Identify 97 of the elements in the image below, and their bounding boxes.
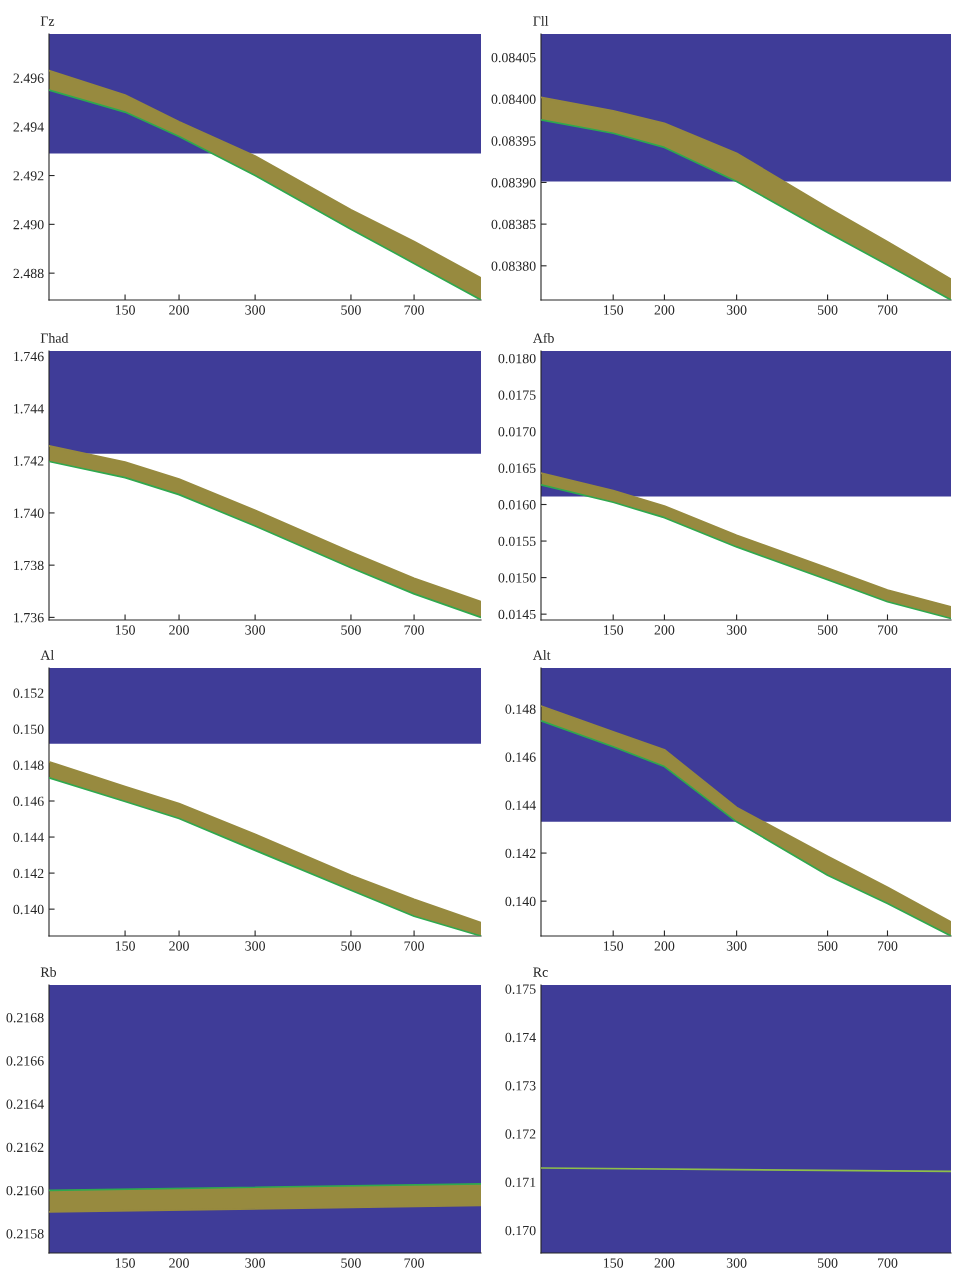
y-tick-label: 0.0175 (498, 390, 536, 400)
x-tick-label: 500 (817, 305, 838, 315)
y-tick-label: 0.08385 (491, 219, 536, 230)
y-tick-label: 0.171 (505, 1177, 536, 1188)
y-tick-label: 0.2166 (6, 1056, 44, 1066)
x-tick-label: 500 (341, 305, 361, 315)
y-tick-label: 0.2168 (6, 1013, 44, 1023)
y-tick-label: 0.150 (13, 724, 44, 734)
y-tick-label: 0.08380 (491, 261, 536, 271)
y-tick-label: 1.746 (14, 351, 44, 362)
y-tick-label: 0.0155 (498, 536, 536, 547)
x-tick-label: 500 (817, 1258, 838, 1268)
y-tick-label: 0.144 (505, 800, 536, 811)
x-tick-label: 700 (404, 625, 424, 635)
x-tick-label: 500 (341, 625, 361, 635)
x-tick-label: 500 (341, 941, 361, 951)
y-tick-label: 1.744 (14, 404, 44, 414)
y-tick-label: 0.142 (505, 848, 536, 859)
y-tick-label: 0.08395 (491, 136, 536, 146)
x-tick-label: 200 (169, 305, 189, 315)
x-tick-label: 700 (877, 1258, 898, 1268)
x-tick-label: 300 (245, 1258, 265, 1268)
chart-title: Γll (533, 16, 549, 26)
y-tick-label: 1.740 (14, 508, 44, 518)
x-tick-label: 500 (341, 1258, 361, 1268)
x-tick-label: 150 (115, 305, 135, 315)
x-tick-label: 200 (654, 1258, 675, 1268)
x-tick-label: 150 (115, 625, 135, 635)
y-tick-label: 1.742 (14, 456, 44, 466)
x-tick-label: 300 (245, 305, 265, 315)
x-tick-label: 200 (654, 625, 675, 635)
y-tick-label: 0.142 (13, 868, 44, 879)
x-tick-label: 300 (726, 625, 747, 635)
chart-title: Rb (40, 967, 57, 977)
y-tick-label: 2.494 (13, 122, 44, 132)
x-tick-label: 500 (817, 941, 838, 951)
x-tick-label: 700 (877, 941, 898, 951)
y-tick-label: 1.736 (14, 613, 44, 623)
y-tick-label: 0.08405 (491, 52, 536, 63)
x-tick-label: 700 (404, 941, 424, 951)
y-tick-label: 0.08400 (491, 94, 536, 105)
y-tick-label: 0.146 (13, 796, 44, 807)
y-tick-label: 0.172 (505, 1129, 536, 1139)
x-tick-label: 700 (877, 625, 898, 635)
x-tick-label: 300 (726, 941, 747, 951)
x-tick-label: 300 (726, 305, 747, 315)
y-tick-label: 0.140 (13, 904, 44, 915)
x-tick-label: 500 (817, 625, 838, 635)
chart-title: Afb (532, 332, 554, 343)
x-tick-label: 200 (654, 305, 675, 315)
y-tick-label: 0.148 (13, 760, 44, 770)
y-tick-label: 0.0165 (498, 463, 536, 473)
x-tick-label: 300 (245, 941, 265, 951)
y-tick-label: 1.738 (14, 560, 44, 571)
y-tick-label: 0.2160 (6, 1185, 44, 1196)
y-tick-label: 0.0180 (498, 353, 536, 364)
y-tick-label: 0.2158 (6, 1229, 44, 1239)
x-tick-label: 150 (115, 1258, 135, 1268)
x-tick-label: 150 (604, 1258, 624, 1268)
y-tick-label: 0.148 (505, 704, 536, 714)
y-tick-label: 0.146 (505, 752, 536, 762)
x-tick-label: 700 (877, 305, 898, 315)
y-tick-label: 0.0150 (498, 573, 536, 583)
x-tick-label: 700 (404, 305, 424, 315)
chart-title: Rc (533, 967, 548, 977)
y-tick-label: 0.170 (505, 1225, 536, 1236)
y-tick-label: 0.0170 (498, 426, 536, 437)
y-tick-label: 0.173 (505, 1081, 536, 1091)
chart-title: Alt (532, 650, 551, 660)
x-tick-label: 150 (604, 625, 624, 635)
x-tick-label: 700 (404, 1258, 424, 1268)
y-tick-label: 0.0145 (498, 609, 536, 620)
x-tick-label: 150 (115, 941, 135, 951)
x-tick-label: 200 (169, 625, 189, 635)
y-tick-label: 0.0160 (498, 500, 536, 510)
y-tick-label: 0.152 (13, 688, 44, 698)
x-tick-label: 150 (604, 305, 624, 315)
y-tick-label: 2.496 (13, 73, 44, 83)
y-tick-label: 0.144 (13, 832, 44, 843)
y-tick-label: 0.174 (505, 1032, 536, 1043)
x-tick-label: 200 (654, 941, 675, 951)
y-tick-label: 0.2164 (6, 1099, 44, 1109)
chart-title: Γhad (40, 333, 69, 343)
y-tick-label: 0.175 (505, 984, 536, 994)
chart-title: Γz (40, 16, 55, 26)
x-tick-label: 150 (604, 941, 624, 951)
x-tick-label: 300 (726, 1258, 747, 1268)
y-tick-label: 2.490 (13, 219, 44, 230)
y-tick-label: 2.492 (13, 171, 44, 181)
y-tick-label: 0.08390 (491, 178, 536, 188)
x-tick-label: 300 (245, 625, 265, 635)
x-tick-label: 200 (169, 941, 189, 951)
y-tick-label: 0.140 (505, 896, 536, 907)
y-tick-label: 0.2162 (6, 1142, 44, 1153)
x-tick-label: 200 (169, 1258, 189, 1268)
y-tick-label: 2.488 (13, 268, 44, 279)
chart-title: Al (40, 650, 54, 660)
